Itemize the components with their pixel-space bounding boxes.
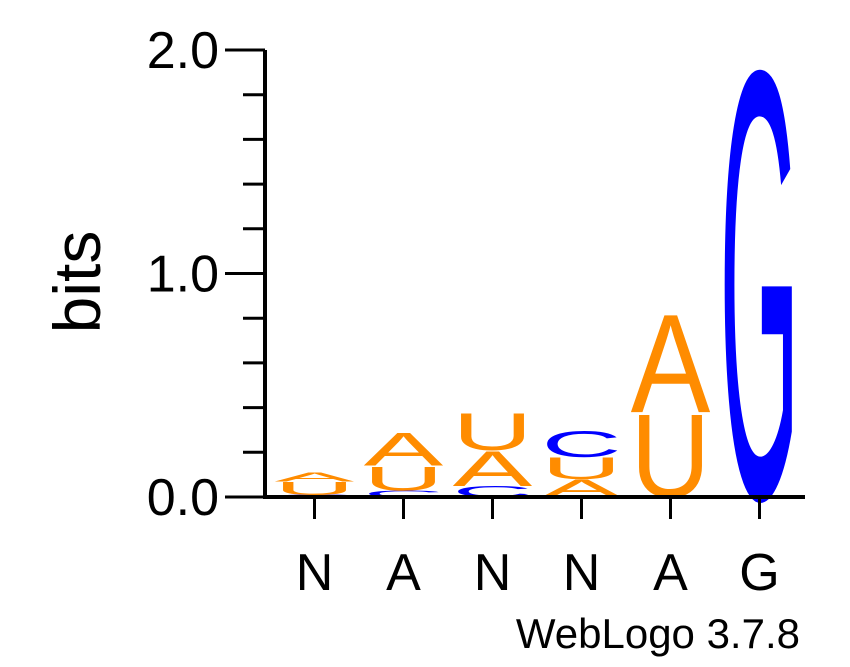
logo-letter-c: C	[364, 489, 444, 499]
logo-letter-u: U	[542, 451, 622, 486]
x-tick-label: A	[386, 544, 421, 602]
logo-letter-a: A	[453, 441, 533, 497]
x-tick-label: N	[296, 544, 334, 602]
x-tick-label: G	[739, 544, 779, 602]
y-tick-label: 2.0	[147, 22, 219, 80]
x-tick-label: N	[563, 544, 601, 602]
logo-letter-c: C	[542, 423, 622, 465]
axes: 0.01.02.0N A N N A G	[147, 22, 805, 602]
logo-letter-a: A	[275, 470, 355, 484]
y-tick-label: 1.0	[147, 246, 219, 304]
y-tick-label: 0.0	[147, 469, 219, 527]
y-axis-label: bits	[40, 231, 114, 334]
logo-letter-g: G	[720, 0, 800, 627]
x-tick-label: N	[474, 544, 512, 602]
x-tick-label: A	[653, 544, 688, 602]
logo-letter-a: A	[364, 424, 444, 476]
logo-letter-u: U	[364, 460, 444, 498]
logo-letter-a: A	[631, 285, 711, 442]
logo-letter-u: U	[453, 402, 533, 461]
letter-stacks: CUACUACAUAUCUAG	[274, 0, 799, 627]
logo-letter-u: U	[274, 478, 354, 499]
footer-credit: WebLogo 3.7.8	[516, 610, 800, 657]
